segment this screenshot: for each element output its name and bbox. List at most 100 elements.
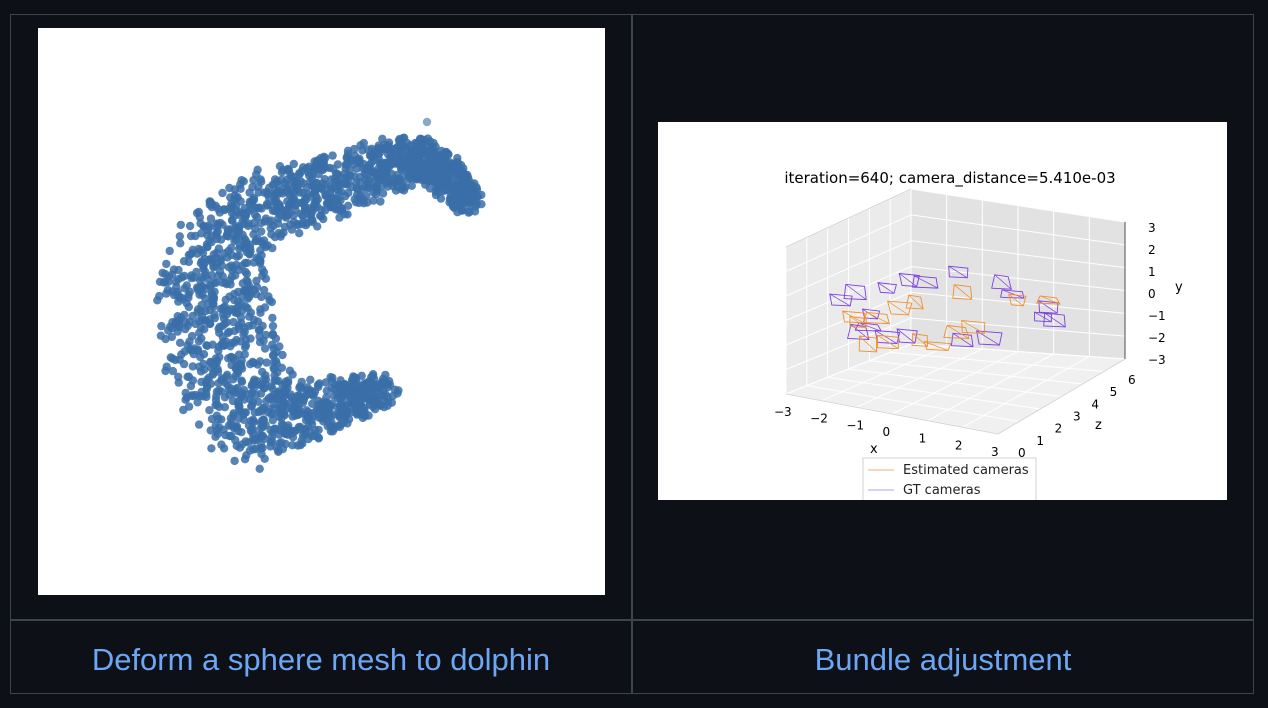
point-cloud-dot xyxy=(407,181,416,190)
point-cloud-dot xyxy=(237,390,246,399)
point-cloud-dot xyxy=(435,166,445,175)
point-cloud-dot xyxy=(383,401,392,410)
point-cloud-dot xyxy=(332,177,341,187)
point-cloud-dot xyxy=(182,281,191,290)
point-cloud-dot xyxy=(254,434,264,443)
point-cloud-dot xyxy=(181,324,190,334)
point-cloud-dot xyxy=(324,417,333,427)
point-cloud-dot xyxy=(354,156,363,165)
point-cloud-dot xyxy=(245,250,254,259)
bundle-adjustment-image[interactable]: iteration=640; camera_distance=5.410e-03… xyxy=(658,122,1227,505)
point-cloud-dot xyxy=(225,327,234,336)
point-cloud-dot xyxy=(176,293,186,302)
point-cloud-dot xyxy=(331,169,341,178)
point-cloud-dot xyxy=(341,160,350,169)
estimated-camera xyxy=(905,294,924,310)
point-cloud-dot xyxy=(205,406,214,415)
point-cloud-dot xyxy=(229,317,238,327)
point-cloud-dot xyxy=(367,393,377,402)
column-divider xyxy=(631,15,633,693)
point-cloud-dot xyxy=(364,411,373,420)
point-cloud-dot xyxy=(463,180,472,189)
point-cloud-dot xyxy=(287,429,296,438)
point-cloud-dot xyxy=(327,399,336,408)
point-cloud-dot xyxy=(358,195,368,204)
point-cloud-dot xyxy=(225,292,234,301)
estimated-camera xyxy=(943,325,970,339)
point-cloud-dot xyxy=(207,271,216,280)
point-cloud-dot xyxy=(194,420,204,429)
gt-camera xyxy=(829,293,853,307)
point-cloud-dot xyxy=(241,237,251,246)
dolphin-deform-link[interactable]: Deform a sphere mesh to dolphin xyxy=(91,642,551,677)
point-cloud-dot xyxy=(340,210,349,219)
point-cloud-dot xyxy=(344,188,353,198)
point-cloud-dot xyxy=(249,195,259,204)
point-cloud-dot xyxy=(301,221,311,230)
point-cloud-dot xyxy=(239,177,248,186)
point-cloud-dot xyxy=(410,163,419,172)
point-cloud-dot xyxy=(259,285,269,295)
point-cloud-dot xyxy=(397,159,407,168)
point-cloud-dot xyxy=(268,321,278,331)
point-cloud-dot xyxy=(213,204,223,214)
point-cloud-dot xyxy=(220,403,230,412)
z-axis-label: z xyxy=(1095,418,1102,433)
point-cloud-dot xyxy=(206,426,215,435)
point-cloud-dot xyxy=(252,276,261,285)
point-cloud-dot xyxy=(214,386,224,395)
point-cloud-dot xyxy=(360,393,370,403)
point-cloud-dot xyxy=(230,191,240,200)
point-cloud-dot xyxy=(389,157,399,167)
point-cloud-dot xyxy=(254,326,264,335)
point-cloud-dot xyxy=(240,343,250,352)
point-cloud-dot xyxy=(328,423,337,433)
point-cloud-dot xyxy=(213,220,223,229)
point-cloud-dot xyxy=(295,383,304,392)
point-cloud-dot xyxy=(215,423,224,432)
point-cloud-dot xyxy=(188,391,197,400)
point-cloud-dot xyxy=(424,168,434,177)
point-cloud-dot xyxy=(341,380,350,389)
point-cloud-dot xyxy=(301,195,311,204)
estimated-camera xyxy=(863,311,891,325)
point-cloud-dot xyxy=(314,400,323,409)
point-cloud-dot xyxy=(261,330,270,340)
point-cloud-dot xyxy=(399,182,408,191)
point-cloud-dot xyxy=(310,157,319,166)
point-cloud-dot xyxy=(431,142,440,151)
point-cloud-dot xyxy=(336,394,345,404)
point-cloud-dot xyxy=(297,166,306,176)
legend-estimated-label: Estimated cameras xyxy=(903,463,1029,478)
point-cloud-dot xyxy=(184,293,193,302)
row-divider xyxy=(11,619,1253,621)
point-cloud-dot xyxy=(350,144,359,154)
point-cloud-dot xyxy=(250,408,259,417)
point-cloud-dot xyxy=(360,403,369,412)
point-cloud-dot xyxy=(269,363,278,372)
point-cloud-dot xyxy=(260,384,269,393)
point-cloud-dot xyxy=(319,214,328,224)
point-cloud-dot xyxy=(422,149,431,158)
point-cloud-dot xyxy=(192,267,201,277)
point-cloud-dot xyxy=(248,397,257,406)
bundle-adjustment-plot: iteration=640; camera_distance=5.410e-03… xyxy=(774,169,1183,505)
point-cloud-dot xyxy=(224,204,233,214)
gt-camera xyxy=(948,265,969,279)
point-cloud-dot xyxy=(187,346,196,355)
chart-grid xyxy=(785,188,1126,435)
point-cloud-dot xyxy=(378,161,387,171)
z-tick-label: 5 xyxy=(1110,385,1118,399)
legend-gt-label: GT cameras xyxy=(903,483,981,498)
point-cloud-dot xyxy=(166,353,175,362)
point-cloud-dot xyxy=(325,163,334,173)
dolphin-image[interactable] xyxy=(38,28,605,595)
point-cloud-dot xyxy=(267,297,276,307)
point-cloud-dot xyxy=(355,177,365,187)
point-cloud-dot xyxy=(298,211,307,220)
estimated-camera xyxy=(849,315,867,328)
bundle-adjustment-link[interactable]: Bundle adjustment xyxy=(814,642,1072,677)
point-cloud-dot xyxy=(223,227,233,236)
point-cloud-dot xyxy=(251,210,260,220)
